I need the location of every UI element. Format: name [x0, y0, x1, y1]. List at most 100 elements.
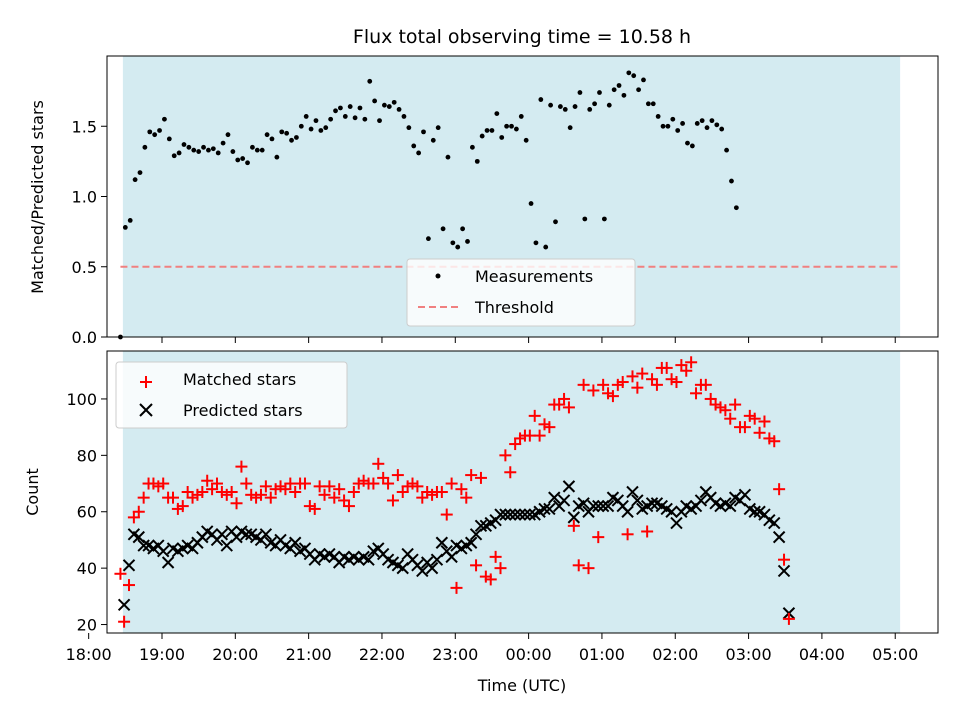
legend-predicted-label: Predicted stars [183, 401, 303, 420]
matched-stars-point [308, 502, 321, 515]
matched-stars-point [670, 376, 683, 389]
top-y-tick-label: 1.5 [72, 117, 97, 136]
measurement-point [269, 136, 275, 142]
measurement-point [626, 70, 632, 76]
matched-stars-point [391, 469, 404, 482]
measurement-point [401, 114, 407, 119]
measurement-point [665, 123, 671, 129]
bottom-x-tick-label: 21:00 [286, 645, 332, 664]
measurement-point [719, 126, 725, 132]
matched-stars-point [626, 370, 639, 383]
bottom-y-ticks: 20 40 60 80 100 [66, 390, 107, 635]
bottom-panel: 20 40 60 80 100 18:00 19:00 20:00 21:00 22:00 23:… [23, 350, 939, 695]
measurement-point [689, 143, 695, 149]
predicted-stars-point [504, 508, 517, 521]
matched-stars-point [616, 376, 629, 389]
bottom-y-tick-label: 40 [77, 559, 97, 578]
measurement-point [328, 116, 334, 122]
measurement-point [230, 149, 236, 154]
measurement-point [636, 87, 641, 93]
measurement-point [557, 104, 563, 109]
matched-stars-point [562, 401, 575, 414]
bottom-x-tick-label: 03:00 [726, 645, 772, 664]
bottom-legend-box [115, 361, 348, 429]
measurement-point [621, 92, 627, 98]
matched-stars-point [259, 480, 272, 493]
matched-stars-point [699, 378, 712, 391]
matched-stars-point [631, 381, 644, 394]
measurement-point [504, 123, 510, 129]
bottom-x-tick-label: 01:00 [579, 645, 625, 664]
bottom-y-tick-label: 60 [77, 503, 97, 522]
measurement-point [396, 106, 402, 112]
matched-stars-point [201, 474, 214, 487]
measurement-point [733, 205, 739, 211]
matched-stars-point [122, 579, 135, 592]
matched-stars-point [372, 457, 385, 470]
measurement-point [225, 132, 231, 138]
matched-stars-point [660, 361, 673, 374]
predicted-stars-point [425, 561, 439, 575]
measurement-point [484, 128, 490, 133]
bottom-legend: Matched stars Predicted stars [115, 361, 348, 429]
measurement-point [215, 150, 221, 156]
measurement-point [421, 129, 426, 135]
measurement-point [308, 126, 314, 132]
bottom-x-tick-label: 02:00 [652, 645, 698, 664]
measurement-point [357, 105, 363, 111]
bottom-x-tick-label: 20:00 [212, 645, 258, 664]
measurement-point [142, 144, 148, 150]
top-y-tick-label: 0.5 [72, 258, 97, 277]
measurement-point [264, 132, 270, 138]
measurement-point [318, 128, 324, 133]
matched-stars-point [440, 508, 453, 521]
matched-stars-point [474, 471, 487, 484]
legend-measurements-marker [435, 273, 441, 279]
measurement-point [240, 156, 246, 161]
measurement-point [254, 147, 260, 153]
measurement-point [597, 90, 602, 95]
measurement-point [152, 132, 158, 138]
bottom-x-tick-label: 22:00 [359, 645, 405, 664]
measurement-point [694, 121, 700, 126]
matched-stars-point [484, 573, 497, 586]
bottom-y-axis-label: Count [23, 468, 42, 516]
top-y-tick-label: 1.0 [72, 188, 97, 207]
measurement-point [210, 146, 216, 152]
matched-stars-point [748, 412, 761, 425]
matched-stars-point [621, 528, 634, 541]
matched-stars-point [225, 486, 238, 498]
measurement-point [122, 225, 128, 230]
measurement-point [274, 154, 280, 160]
matched-stars-point [724, 412, 737, 425]
predicted-stars-point [724, 499, 737, 513]
matched-stars-point [137, 491, 150, 504]
bottom-y-tick-label: 80 [77, 446, 97, 465]
measurement-point [538, 97, 544, 102]
measurement-point [137, 170, 143, 176]
predicted-stars-point [240, 528, 253, 541]
matched-stars-point [455, 483, 468, 496]
measurement-point [567, 125, 573, 131]
measurement-point [611, 87, 617, 93]
measurement-point [426, 236, 431, 242]
matched-stars-point [782, 612, 795, 625]
predicted-stars-point [665, 505, 678, 518]
matched-stars-point [592, 531, 605, 544]
predicted-stars-point [499, 508, 512, 521]
measurement-point [196, 149, 202, 154]
measurement-point [206, 147, 211, 153]
measurement-point [650, 101, 656, 107]
bottom-predicted-layer [117, 480, 796, 620]
predicted-stars-point [518, 508, 532, 521]
measurement-point [323, 125, 329, 131]
measurement-point [553, 219, 558, 225]
top-legend-box [406, 258, 636, 327]
predicted-stars-point [548, 491, 561, 504]
measurement-point [670, 116, 676, 122]
legend-matched-marker [140, 376, 152, 388]
measurement-point [367, 78, 373, 84]
measurement-point [382, 102, 387, 108]
measurement-point [645, 101, 651, 107]
bottom-x-tick-label: 18:00 [66, 645, 112, 664]
